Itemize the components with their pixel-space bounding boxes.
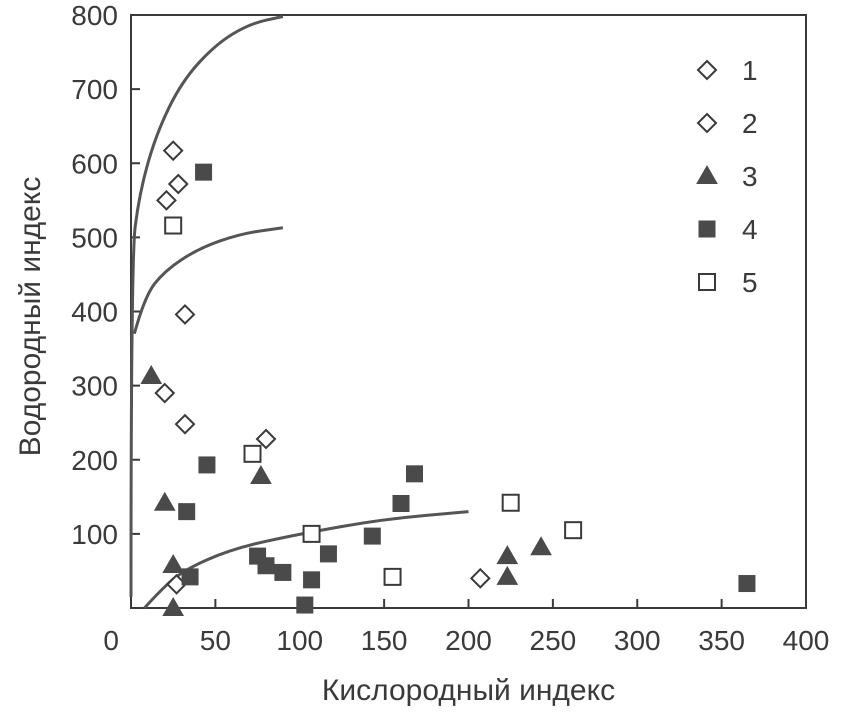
- boundary-curve: [132, 226, 284, 335]
- square-filled-marker: [392, 494, 410, 512]
- x-tick-label: 100: [276, 625, 323, 656]
- plot-area-border: [130, 14, 807, 609]
- y-tick-label: 100: [71, 519, 118, 550]
- x-tick-label: 250: [530, 625, 577, 656]
- x-tick-label: 150: [361, 625, 408, 656]
- triangle-marker: [496, 565, 519, 585]
- data-points: [140, 140, 756, 616]
- x-tick-label: 50: [200, 625, 231, 656]
- diamond-marker: [255, 428, 277, 450]
- diamond-marker: [154, 382, 176, 404]
- square-open-marker: [243, 444, 262, 463]
- square-filled-marker: [274, 563, 292, 581]
- x-axis-title: Кислородный индекс: [322, 674, 615, 707]
- diamond-marker: [174, 413, 196, 435]
- boundary-curve: [129, 15, 284, 597]
- legend-marker-2: [696, 112, 718, 134]
- diamond-marker: [156, 189, 177, 211]
- square-open-marker: [164, 216, 183, 235]
- triangle-marker: [153, 491, 176, 511]
- square-filled-marker: [296, 596, 314, 614]
- square-filled-marker: [198, 456, 216, 474]
- square-open-marker: [302, 524, 321, 543]
- diamond-marker: [174, 304, 196, 325]
- square-filled-marker: [406, 465, 423, 483]
- square-filled-marker: [303, 571, 321, 589]
- diamond-marker: [167, 173, 189, 195]
- y-tick-label: 300: [71, 371, 118, 402]
- triangle-marker: [162, 553, 185, 574]
- square-open-marker: [383, 567, 402, 586]
- triangle-marker: [162, 596, 185, 616]
- x-tick-label: 300: [614, 625, 661, 656]
- triangle-marker: [496, 545, 519, 565]
- x-tick-label: 400: [783, 625, 830, 656]
- legend-marker-4: [698, 220, 716, 238]
- y-tick-label: 800: [71, 0, 118, 31]
- square-open-marker: [501, 493, 520, 512]
- legend-marker-1: [696, 59, 718, 81]
- x-tick-label: 0: [103, 625, 119, 656]
- square-filled-marker: [257, 557, 275, 575]
- legend: 1 2 3 4 5: [696, 55, 758, 298]
- y-tick-label: 600: [71, 148, 118, 179]
- square-filled-marker: [181, 568, 199, 586]
- y-tick-label: 700: [71, 74, 118, 105]
- square-open-marker: [564, 521, 583, 540]
- y-tick-label: 200: [71, 445, 118, 476]
- legend-marker-5: [698, 273, 716, 291]
- triangle-marker: [140, 364, 163, 384]
- diamond-marker: [469, 567, 491, 589]
- triangle-marker: [250, 465, 272, 485]
- legend-label-3: 3: [742, 161, 758, 192]
- square-filled-marker: [195, 163, 213, 181]
- y-tick-label: 400: [71, 297, 118, 328]
- square-filled-marker: [319, 545, 337, 563]
- square-filled-marker: [738, 575, 756, 593]
- diamond-marker: [162, 140, 184, 162]
- x-tick-label: 200: [445, 625, 492, 656]
- x-axis-ticks: 0 50 100 150 200 250 300 350 400: [103, 599, 829, 656]
- plot-frame: [130, 14, 807, 609]
- triangle-marker: [530, 536, 552, 556]
- legend-marker-3: [696, 164, 718, 184]
- y-axis-ticks: 100 200 300 400 500 600 700 800: [71, 0, 140, 550]
- legend-label-5: 5: [742, 267, 758, 298]
- y-tick-label: 500: [71, 222, 118, 253]
- square-filled-marker: [363, 527, 381, 545]
- square-filled-marker: [178, 503, 196, 521]
- x-tick-label: 350: [698, 625, 745, 656]
- legend-label-2: 2: [742, 108, 758, 139]
- legend-label-1: 1: [742, 55, 758, 86]
- y-axis-title: Водородный индекс: [14, 177, 47, 457]
- legend-label-4: 4: [742, 214, 758, 245]
